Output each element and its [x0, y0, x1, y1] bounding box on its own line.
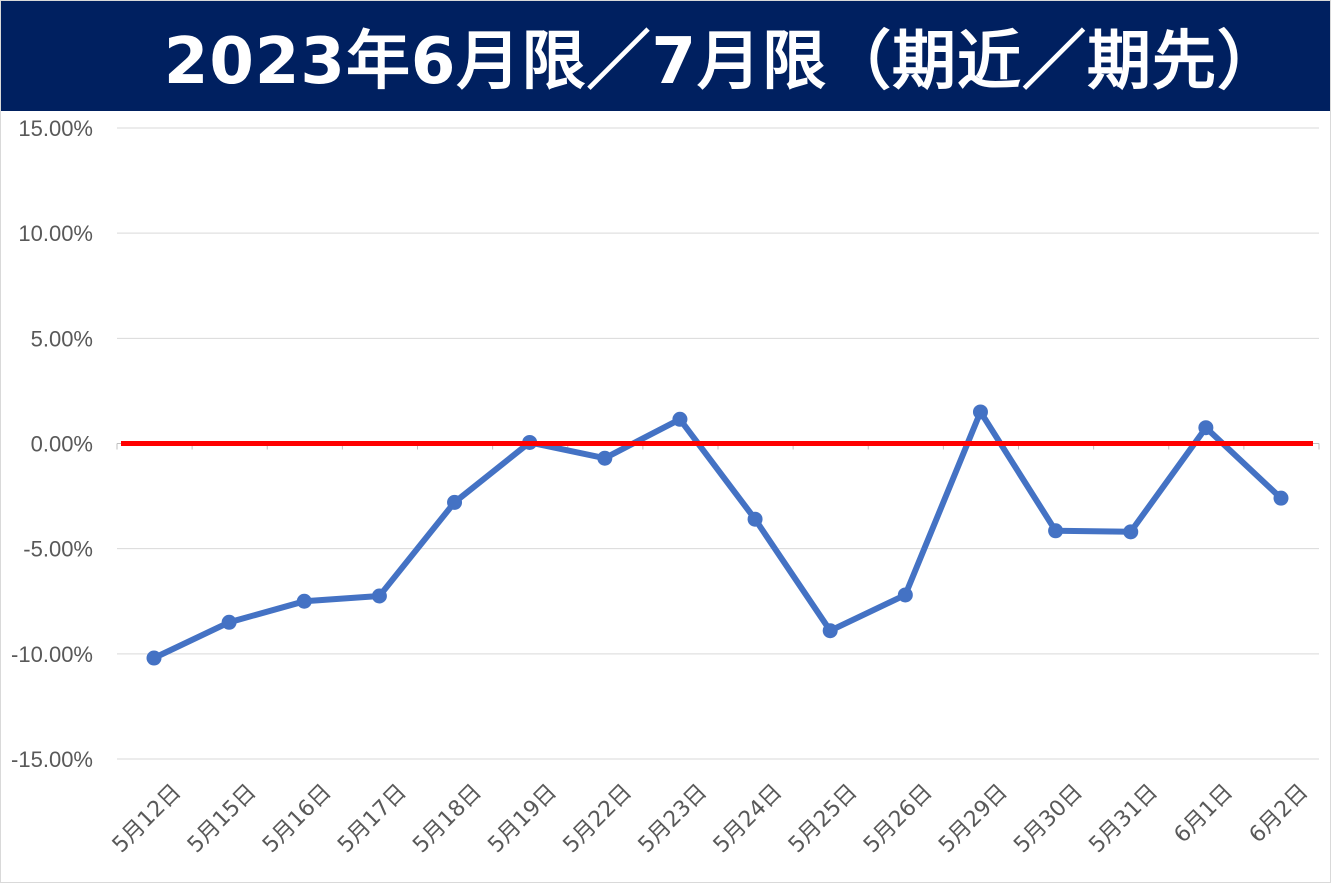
data-point [296, 593, 312, 609]
x-tick-label: 6月1日 [1170, 780, 1239, 849]
x-tick-label: 5月15日 [183, 780, 261, 858]
y-tick-label: 0.00% [31, 432, 93, 457]
x-tick-label: 5月17日 [333, 780, 411, 858]
x-tick-label: 5月25日 [784, 780, 862, 858]
series-line [151, 408, 1284, 661]
x-tick-label: 5月18日 [408, 780, 486, 858]
x-tick-label: 5月29日 [934, 780, 1012, 858]
data-point [1048, 523, 1064, 539]
x-tick-label: 5月30日 [1009, 780, 1087, 858]
x-tick-label: 6月2日 [1245, 780, 1314, 849]
y-tick-label: -10.00% [11, 642, 93, 667]
y-tick-label: 10.00% [18, 221, 93, 246]
x-tick-label: 5月31日 [1084, 780, 1162, 858]
data-point [1198, 420, 1214, 436]
x-tick-label: 5月19日 [483, 780, 561, 858]
x-tick-label: 5月16日 [258, 780, 336, 858]
x-tick-label: 5月24日 [709, 780, 787, 858]
data-point [371, 588, 387, 604]
y-tick-label: -15.00% [11, 747, 93, 772]
x-tick-label: 5月22日 [559, 780, 637, 858]
x-tick-label: 5月26日 [859, 780, 937, 858]
data-point [672, 411, 688, 427]
x-tick-label: 5月12日 [108, 780, 186, 858]
data-point [1123, 524, 1139, 540]
data-point [597, 450, 613, 466]
y-tick-label: 15.00% [18, 116, 93, 141]
title-bar: 2023年6月限／7月限（期近／期先） [1, 1, 1330, 111]
chart-title: 2023年6月限／7月限（期近／期先） [163, 25, 1282, 99]
data-point [822, 623, 838, 639]
y-tick-label: -5.00% [23, 537, 93, 562]
x-tick-label: 5月23日 [634, 780, 712, 858]
y-tick-label: 5.00% [31, 326, 93, 351]
data-point [897, 587, 913, 603]
data-point [221, 614, 237, 630]
data-point [146, 650, 162, 666]
data-point [747, 511, 763, 527]
data-point [1273, 490, 1289, 506]
data-point [447, 494, 463, 510]
data-point [972, 404, 988, 420]
